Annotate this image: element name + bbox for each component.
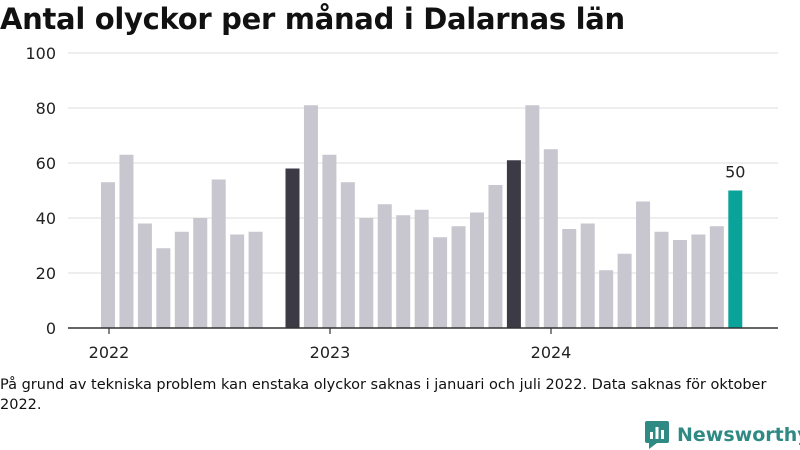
bar <box>377 204 392 328</box>
footnote: På grund av tekniska problem kan enstaka… <box>0 377 767 413</box>
y-axis-ticks: 0 20 40 60 80 100 <box>25 44 56 338</box>
bar <box>691 234 706 328</box>
bar <box>174 231 189 328</box>
bar <box>488 185 503 328</box>
y-tick-label: 40 <box>36 209 56 228</box>
bar <box>285 168 300 328</box>
x-tick-label: 2024 <box>531 343 572 362</box>
newsworthy-logo-icon <box>645 421 669 449</box>
bar <box>562 229 577 328</box>
bar <box>137 223 152 328</box>
y-tick-label: 100 <box>25 44 56 63</box>
bar <box>580 223 595 328</box>
bar <box>340 182 355 328</box>
bar <box>303 105 318 328</box>
brand-logo: Newsworthy <box>645 420 800 450</box>
bars <box>101 105 743 328</box>
bar <box>230 234 245 328</box>
bar <box>470 212 484 328</box>
bar <box>543 149 558 328</box>
bar <box>211 179 226 328</box>
bar <box>728 190 743 328</box>
bar <box>119 154 134 328</box>
bar <box>636 201 651 328</box>
data-label: 50 <box>725 163 745 182</box>
bar <box>156 248 171 328</box>
bar <box>525 105 540 328</box>
bar <box>451 226 466 328</box>
y-tick-label: 80 <box>36 99 56 118</box>
chart-title: Antal olyckor per månad i Dalarnas län <box>0 2 625 36</box>
bar <box>193 218 208 328</box>
bar <box>414 209 429 328</box>
bar <box>709 226 724 328</box>
bar <box>101 182 115 328</box>
bar <box>654 231 669 328</box>
bar <box>322 154 337 328</box>
bar <box>599 270 614 328</box>
x-axis: 2022 2023 2024 <box>68 327 778 362</box>
bar <box>506 160 521 328</box>
bar <box>359 218 374 328</box>
bar <box>617 253 632 328</box>
bar-chart: 0 20 40 60 80 100 2022 2023 2024 50 <box>25 44 778 362</box>
bar <box>396 215 411 328</box>
brand-name: Newsworthy <box>677 424 800 446</box>
x-tick-label: 2022 <box>89 343 130 362</box>
data-labels: 50 <box>725 163 745 182</box>
bar <box>672 240 687 328</box>
y-tick-label: 20 <box>36 264 56 283</box>
bar <box>248 231 263 328</box>
y-tick-label: 60 <box>36 154 56 173</box>
bar <box>433 237 448 328</box>
x-tick-label: 2023 <box>310 343 351 362</box>
y-tick-label: 0 <box>46 319 56 338</box>
